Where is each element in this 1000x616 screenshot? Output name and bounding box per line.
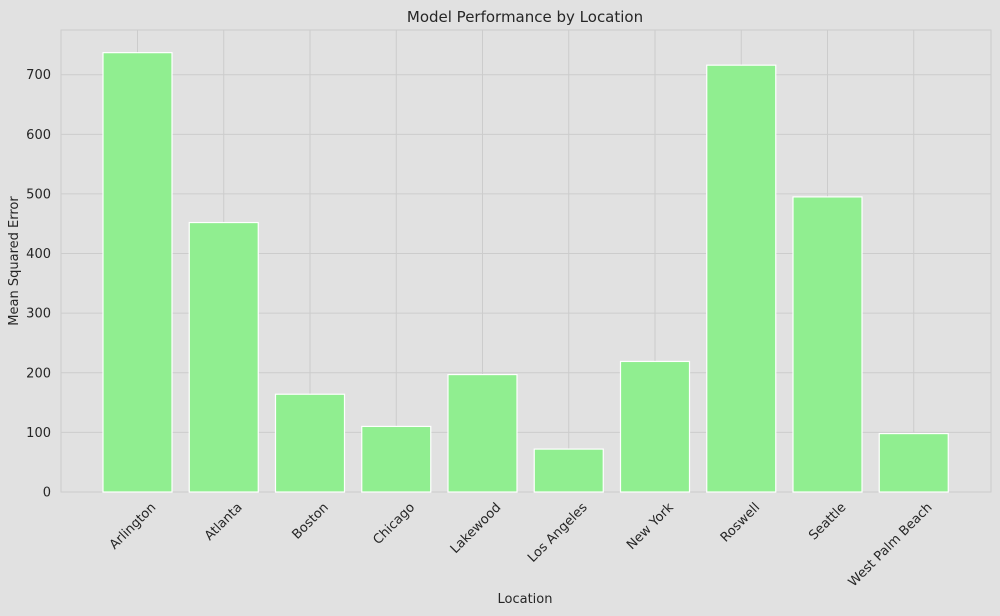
y-tick-label: 200 (26, 366, 51, 381)
y-tick-label: 100 (26, 426, 51, 441)
y-tick-label: 400 (26, 247, 51, 262)
bar-west-palm-beach (878, 432, 949, 493)
bar-new-york (619, 360, 691, 493)
bar-chicago (361, 425, 432, 493)
bars (102, 52, 949, 493)
y-tick-label: 0 (43, 486, 51, 501)
bar-roswell (706, 64, 777, 493)
bar-seattle (792, 196, 863, 493)
y-tick-label: 600 (26, 128, 51, 143)
chart-title: Model Performance by Location (407, 8, 643, 26)
bar-boston (274, 393, 346, 493)
bar-atlanta (188, 221, 259, 493)
bar-arlington (102, 52, 173, 493)
x-axis-label: Location (498, 592, 553, 607)
y-tick-label: 700 (26, 68, 51, 83)
bar-lakewood (447, 373, 518, 493)
bar-los-angeles (533, 448, 604, 493)
y-tick-label: 500 (26, 187, 51, 202)
y-tick-label: 300 (26, 307, 51, 322)
y-tick-labels: 0 100 200 300 400 500 600 700 (26, 68, 51, 500)
y-axis-label: Mean Squared Error (7, 196, 22, 326)
